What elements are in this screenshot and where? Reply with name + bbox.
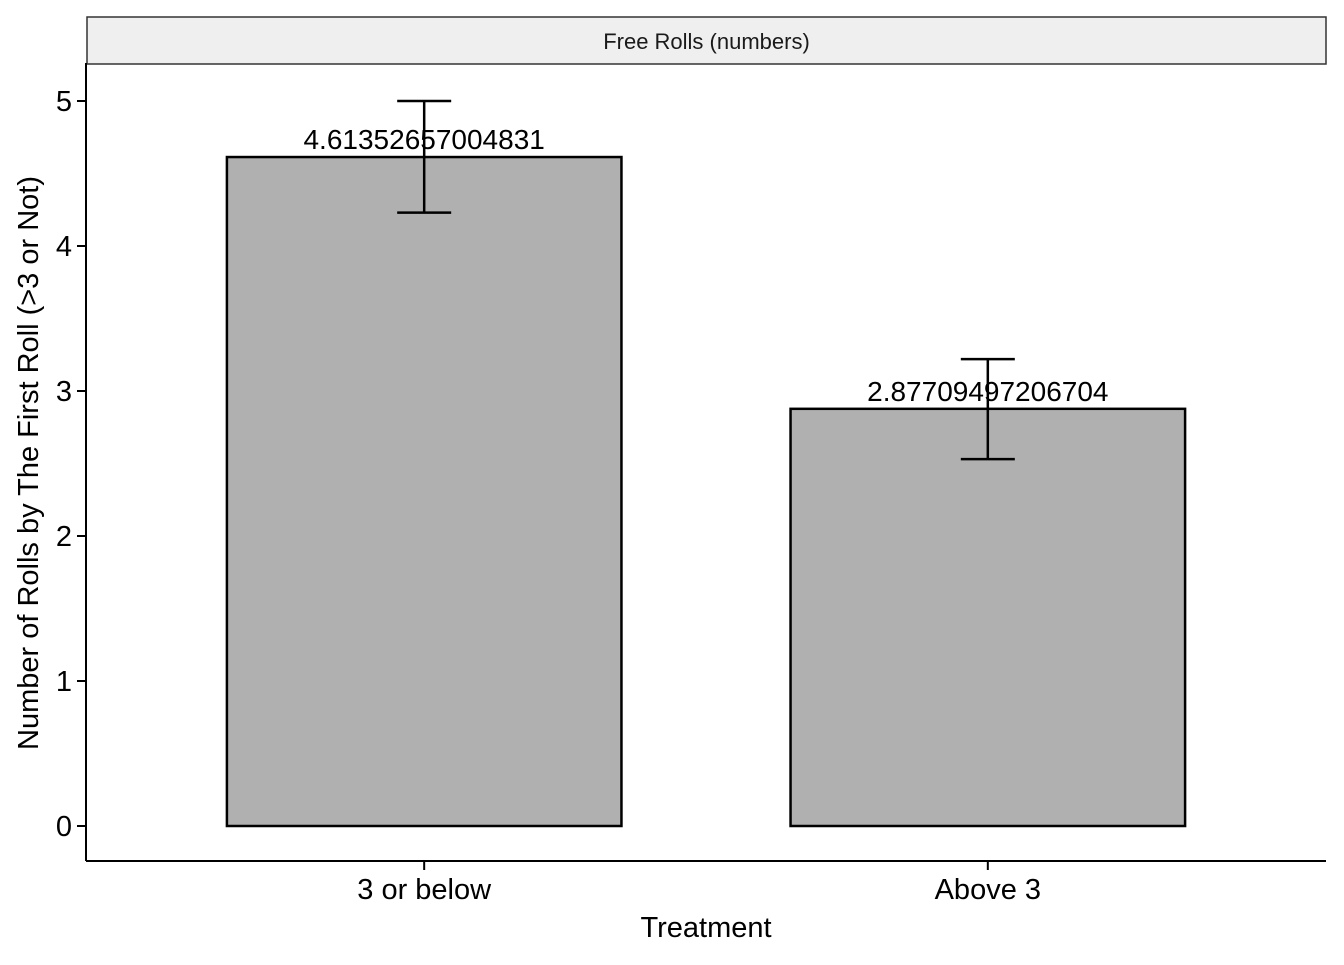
x-tick-label: 3 or below	[357, 874, 492, 906]
bar	[789, 407, 1187, 828]
facet-strip-background	[86, 16, 1327, 65]
y-tick-label: 3	[56, 376, 72, 408]
bar-value-label: 4.61352657004831	[303, 124, 544, 155]
x-ticks: 3 or below Above 3	[357, 861, 1041, 906]
error-bar	[960, 357, 1015, 461]
error-bar	[397, 99, 452, 214]
x-axis-title: Treatment	[640, 912, 771, 944]
facet-strip: Free Rolls (numbers)	[86, 16, 1327, 65]
bar	[225, 155, 623, 828]
y-tick-label: 5	[56, 86, 72, 118]
y-tick-label: 0	[56, 811, 72, 843]
error-bars-layer	[397, 99, 1015, 461]
bar-value-label: 2.87709497206704	[867, 376, 1108, 407]
y-axis-title: Number of Rolls by The First Roll (>3 or…	[13, 176, 45, 750]
x-tick-label: Above 3	[935, 874, 1041, 906]
facet-strip-label: Free Rolls (numbers)	[603, 29, 810, 54]
y-tick-label: 2	[56, 521, 72, 553]
y-tick-label: 4	[56, 231, 72, 263]
y-ticks: 0 1 2 3 4 5	[56, 86, 86, 843]
y-tick-label: 1	[56, 666, 72, 698]
value-labels-layer: 4.61352657004831 2.87709497206704	[303, 124, 1108, 407]
bars-layer	[225, 155, 1187, 828]
